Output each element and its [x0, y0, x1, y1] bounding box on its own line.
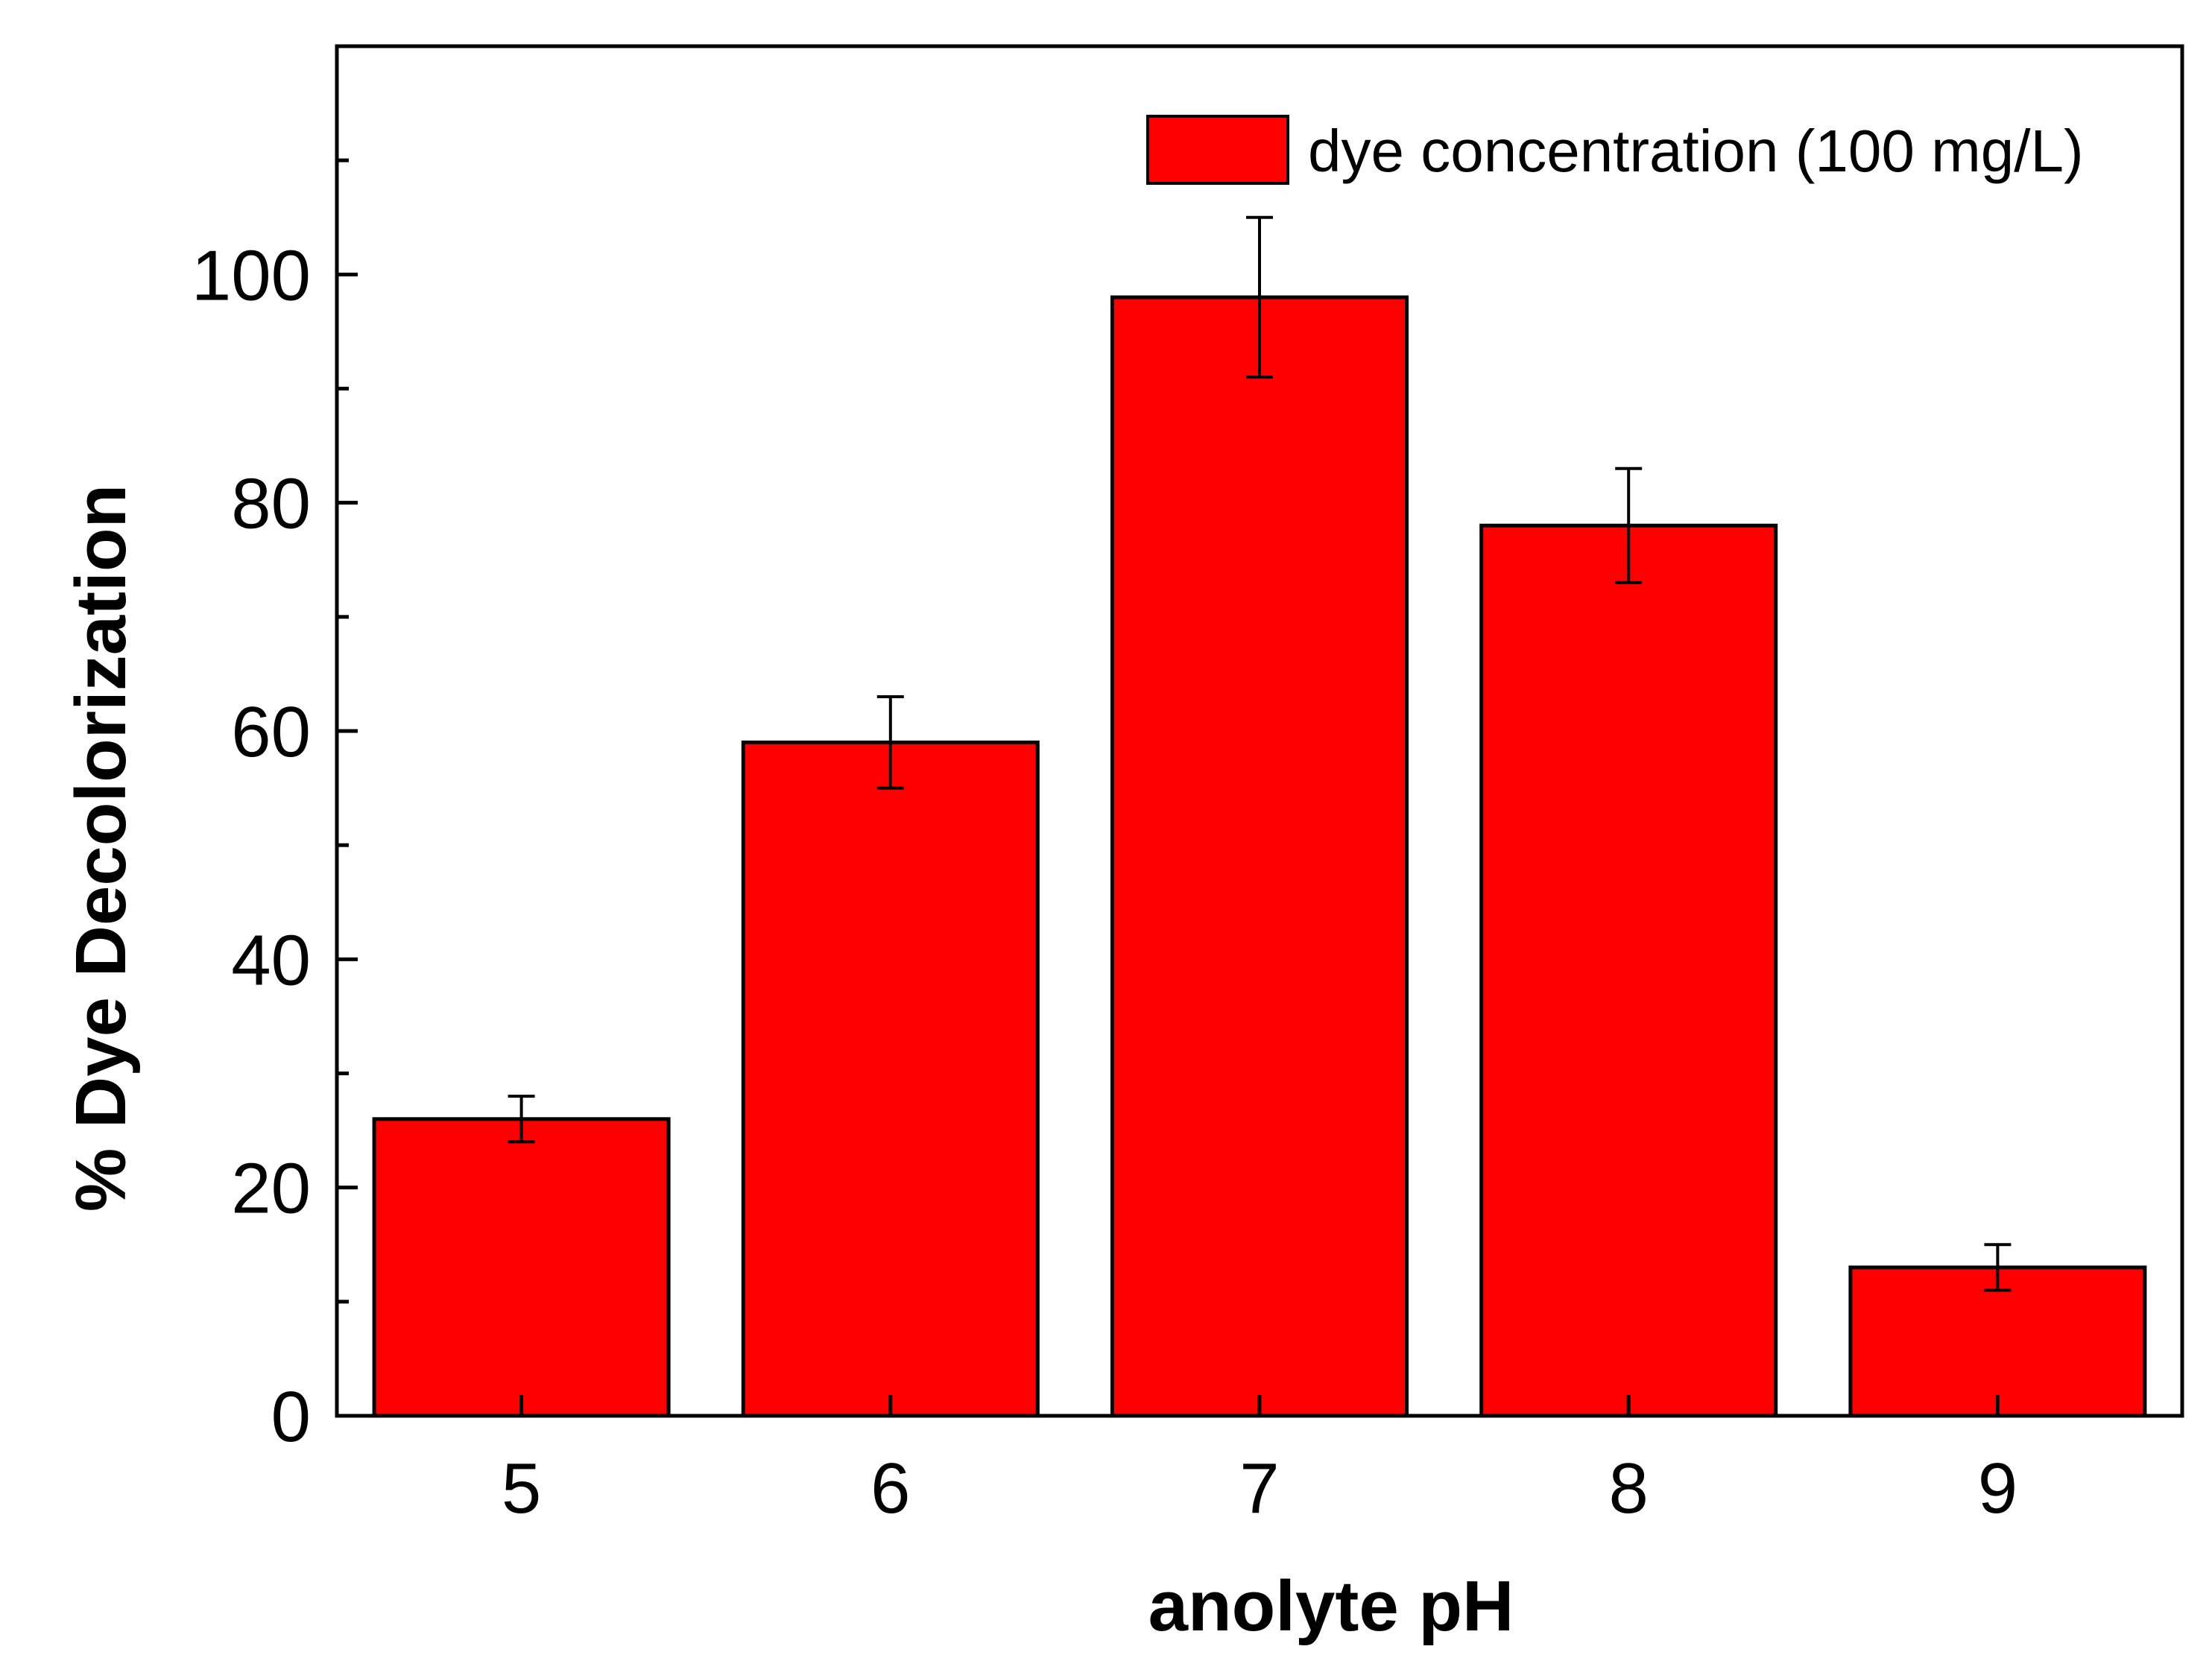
y-tick-label-20: 20: [231, 1149, 311, 1229]
error-bar-5: [508, 1095, 535, 1144]
error-bar-6: [876, 695, 904, 790]
y-tick-label-0: 0: [271, 1377, 311, 1457]
error-bar-7: [1246, 215, 1273, 379]
y-tick-label-40: 40: [231, 920, 311, 1000]
error-bars-layer: [508, 215, 2012, 1292]
legend-swatch: [1146, 115, 1289, 185]
bar-7: [1110, 295, 1409, 1418]
y-axis-title: % Dye Decolorization: [61, 484, 141, 1212]
x-tick-label-6: 6: [870, 1449, 910, 1528]
legend-label: dye concentration (100 mg/L): [1308, 118, 2084, 184]
bar-5: [372, 1117, 671, 1418]
bar-9: [1848, 1265, 2147, 1418]
y-ticks-layer: 0 20 40 60 80 100: [192, 158, 358, 1457]
x-tick-label-5: 5: [502, 1449, 541, 1528]
x-axis-title: anolyte pH: [1148, 1566, 1514, 1646]
error-bar-9: [1984, 1243, 2012, 1292]
y-tick-label-100: 100: [192, 235, 311, 315]
x-tick-label-8: 8: [1609, 1449, 1649, 1528]
y-tick-label-60: 60: [231, 692, 311, 772]
error-bar-8: [1615, 466, 1643, 584]
x-tick-label-9: 9: [1978, 1449, 2017, 1528]
bars-layer: [372, 295, 2147, 1418]
x-ticks-layer: 5 6 7 8 9: [502, 1395, 2017, 1528]
bar-6: [741, 740, 1040, 1418]
y-tick-label-80: 80: [231, 464, 311, 544]
x-tick-label-7: 7: [1239, 1449, 1279, 1528]
bar-8: [1479, 523, 1778, 1418]
legend: dye concentration (100 mg/L): [1146, 115, 2084, 185]
